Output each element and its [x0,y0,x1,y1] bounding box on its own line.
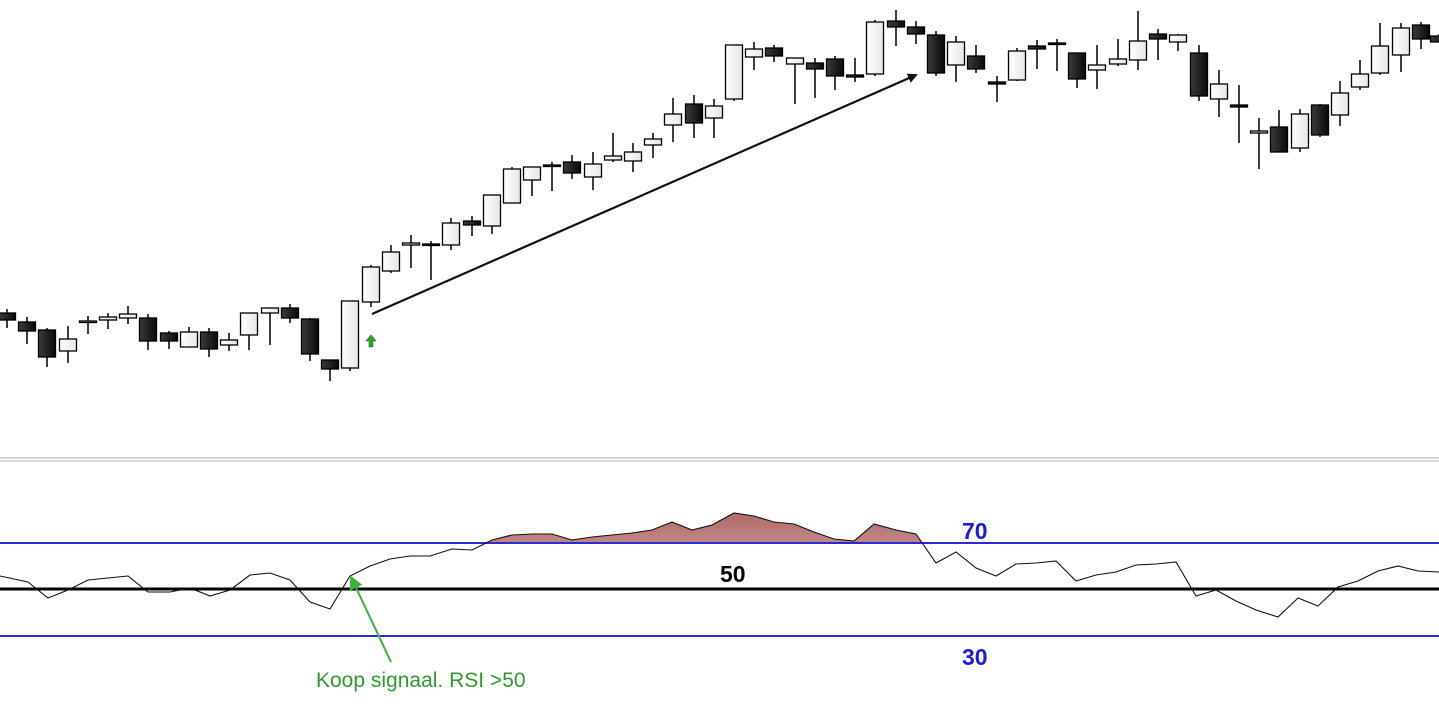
candlestick [764,45,784,62]
price-panel [0,10,1439,381]
buy-signal-up-arrow-icon [365,334,377,348]
candlestick [1209,70,1229,117]
candlestick [583,152,603,190]
candlestick [482,194,502,234]
candlestick [239,312,259,350]
candlestick [603,133,623,162]
candlestick [704,99,724,138]
candlestick [845,58,865,82]
candlestick [1128,11,1148,70]
candlestick [906,21,926,44]
candlestick [1087,45,1107,89]
candlestick [118,306,138,324]
candlestick [179,327,199,348]
candlestick [441,218,461,250]
candlestick [1067,52,1087,88]
rsi-panel [0,512,1439,637]
candlestick [1429,34,1439,43]
candlestick [1411,22,1431,49]
candlestick [1391,23,1411,72]
candlestick [663,98,683,142]
rsi-level-30-label: 30 [962,644,988,670]
trend-arrow [371,73,918,316]
candlestick [1310,104,1330,137]
candlestick [280,304,300,323]
candlestick [17,317,37,344]
candlestick [1249,118,1269,169]
candlestick [1168,34,1188,51]
candlestick [199,328,219,357]
candlestick [1229,85,1249,143]
candlestick [159,331,179,349]
candlestick [502,167,522,204]
candlestick [340,300,360,371]
candlestick [98,313,118,329]
candlestick [78,316,98,334]
candlestick [58,326,78,363]
candlestick [361,265,381,307]
candlestick [37,328,57,367]
candlestick [522,166,542,196]
candlestick [1027,40,1047,69]
candlestick [1290,109,1310,152]
candlestick [381,245,401,273]
candlestick [401,235,421,268]
candlestick [1189,45,1209,101]
candlestick [623,143,643,172]
rsi-level-50-label: 50 [720,561,746,587]
rsi-line [0,512,1439,618]
candlestick [219,333,239,351]
rsi-level-70-label: 70 [962,518,988,544]
annotation-arrow [349,575,392,663]
buy-signal-annotation: Koop signaal. RSI >50 [316,669,526,692]
candlestick [684,95,704,138]
candlestick [886,10,906,46]
candlestick [462,216,482,236]
candlestick [0,309,17,328]
candlestick [643,133,663,158]
candlestick [1148,29,1168,60]
candlestick [966,45,986,73]
candlestick [260,307,280,345]
candlestick [926,31,946,76]
candlestick [1007,48,1027,81]
candlestick [987,76,1007,102]
candlestick [785,57,805,104]
candlestick [825,56,845,90]
candlestick [1269,110,1289,153]
candlestick [320,359,340,381]
candlestick [744,42,764,70]
candlestick [562,155,582,179]
candlestick [300,318,320,361]
candlestick [1370,23,1390,75]
candlestick [1330,81,1350,126]
candlestick [1047,39,1067,71]
panel-separator [0,457,1439,462]
candlestick [865,20,885,76]
candlestick [542,162,562,191]
candlestick [421,241,441,280]
candlestick [138,314,158,350]
candlestick [1350,60,1370,90]
candlestick [1108,39,1128,66]
candlestick [946,36,966,82]
candlestick [724,44,744,101]
candlestick [805,58,825,98]
